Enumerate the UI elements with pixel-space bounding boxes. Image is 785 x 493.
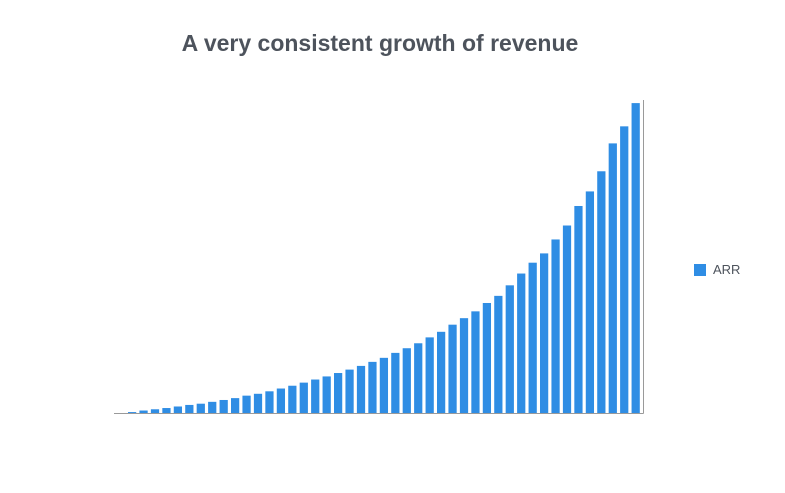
bar-7 (196, 403, 205, 413)
legend: ARR (694, 262, 740, 277)
bar-27 (425, 337, 434, 413)
bar-34 (505, 285, 514, 413)
bar-6 (185, 404, 194, 413)
bar-37 (540, 253, 549, 413)
bar-43 (608, 143, 617, 413)
bar-23 (379, 357, 389, 413)
bar-36 (528, 262, 537, 413)
bar-22 (368, 361, 377, 413)
chart-title: A very consistent growth of revenue (181, 30, 579, 56)
bar-40 (574, 205, 583, 413)
bar-3 (150, 409, 160, 413)
legend-label-arr: ARR (713, 262, 741, 277)
bar-41 (585, 191, 595, 413)
bar-15 (288, 385, 297, 413)
bar-32 (482, 302, 492, 413)
bar-13 (265, 391, 274, 413)
bar-44 (620, 126, 629, 413)
bar-10 (231, 398, 240, 413)
legend-swatch-arr (694, 263, 706, 276)
bar-24 (391, 352, 400, 413)
bar-17 (311, 379, 320, 413)
bar-30 (459, 318, 469, 413)
bars-group (128, 103, 640, 413)
bar-25 (402, 348, 411, 413)
bar-28 (437, 331, 446, 413)
bar-11 (242, 395, 251, 413)
bar-42 (597, 171, 606, 413)
bar-5 (173, 406, 183, 413)
bar-31 (471, 311, 480, 413)
bar-35 (517, 273, 526, 413)
bar-21 (356, 365, 366, 413)
bar-9 (219, 399, 228, 413)
bar-26 (414, 343, 423, 413)
bar-38 (551, 239, 560, 413)
bar-12 (253, 393, 263, 413)
bar-14 (276, 388, 286, 413)
bar-8 (208, 401, 217, 413)
bar-1 (128, 412, 137, 413)
bar-19 (334, 373, 343, 413)
bar-16 (299, 382, 308, 413)
bar-2 (139, 410, 148, 413)
bar-20 (345, 369, 354, 413)
bar-4 (162, 408, 171, 413)
bar-39 (562, 225, 572, 413)
bar-33 (494, 295, 503, 413)
bar-45 (631, 103, 640, 413)
bar-29 (448, 324, 457, 413)
bar-18 (322, 376, 331, 413)
